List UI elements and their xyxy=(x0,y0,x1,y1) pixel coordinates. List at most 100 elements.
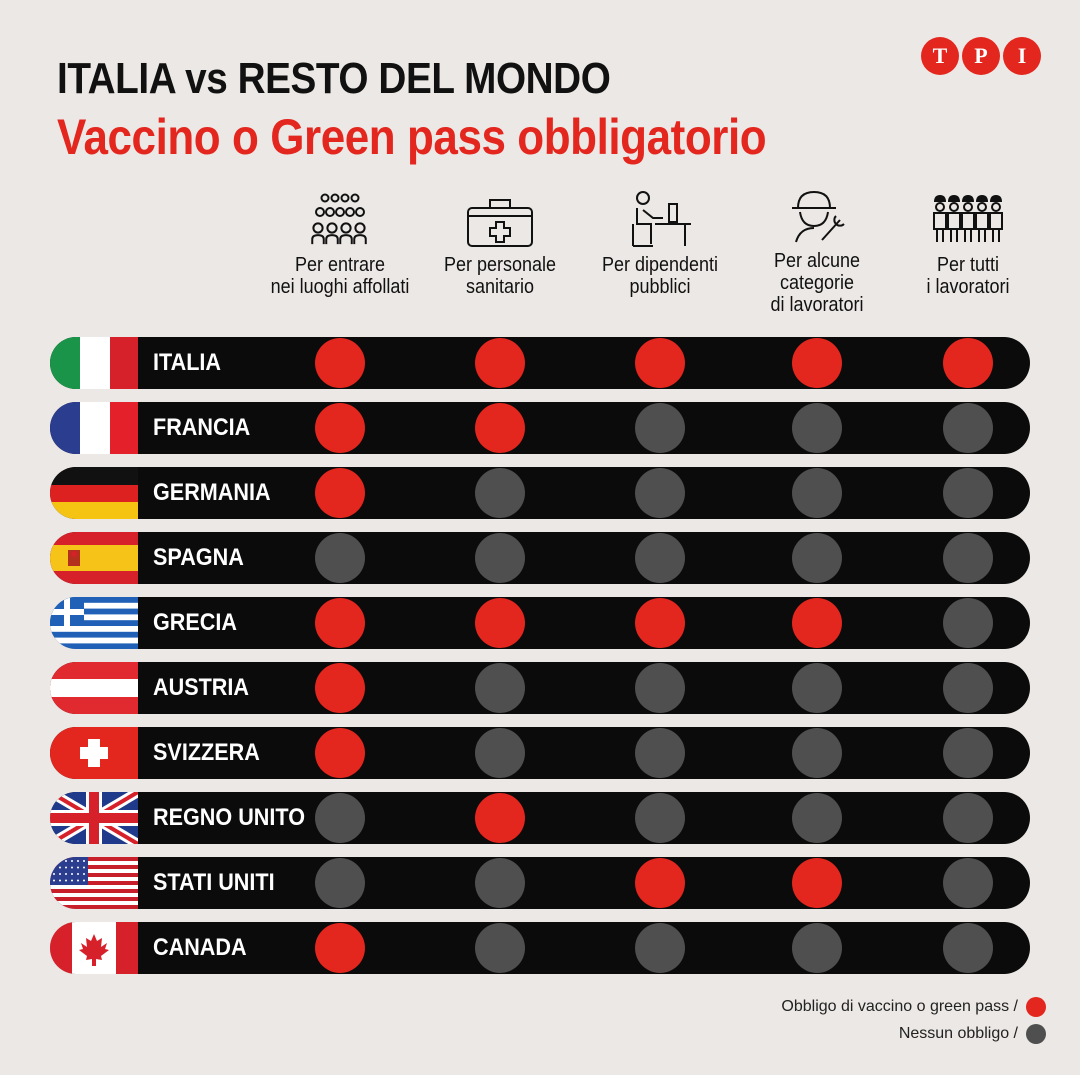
france-flag-icon xyxy=(50,402,138,454)
column-header-4: Per alcune categorie di lavoratori xyxy=(732,186,902,316)
table-row: GRECIA xyxy=(50,597,1030,649)
italy-flag-icon xyxy=(50,337,138,389)
country-name: STATI UNITI xyxy=(153,869,275,896)
no-obligation-dot xyxy=(635,663,685,713)
obligation-dot xyxy=(635,338,685,388)
no-obligation-dot xyxy=(475,923,525,973)
column-header-label: Per alcune categorie di lavoratori xyxy=(770,250,864,316)
no-obligation-dot xyxy=(475,533,525,583)
obligation-dot xyxy=(315,663,365,713)
no-obligation-dot xyxy=(635,923,685,973)
legend-grey-dot xyxy=(1026,1024,1046,1044)
obligation-dot xyxy=(792,598,842,648)
table-row: REGNO UNITO xyxy=(50,792,1030,844)
uk-flag-icon xyxy=(50,792,138,844)
switzerland-flag-icon xyxy=(50,727,138,779)
no-obligation-dot xyxy=(792,793,842,843)
column-header-label: Per dipendenti pubblici xyxy=(601,254,719,298)
no-obligation-dot xyxy=(943,858,993,908)
no-obligation-dot xyxy=(792,663,842,713)
office-worker-icon xyxy=(575,190,745,250)
table-row: SPAGNA xyxy=(50,532,1030,584)
table-row: GERMANIA xyxy=(50,467,1030,519)
country-name: REGNO UNITO xyxy=(153,804,306,831)
no-obligation-dot xyxy=(635,533,685,583)
no-obligation-dot xyxy=(943,598,993,648)
no-obligation-dot xyxy=(943,468,993,518)
no-obligation-dot xyxy=(792,403,842,453)
no-obligation-dot xyxy=(792,728,842,778)
obligation-dot xyxy=(315,598,365,648)
column-header-label: Per entrare nei luoghi affollati xyxy=(270,254,410,298)
obligation-dot xyxy=(315,728,365,778)
column-header-2: Per personale sanitario xyxy=(415,190,585,298)
obligation-dot xyxy=(475,793,525,843)
column-header-label: Per personale sanitario xyxy=(443,254,557,298)
obligation-dot xyxy=(315,468,365,518)
no-obligation-dot xyxy=(792,533,842,583)
country-name: CANADA xyxy=(153,934,247,961)
germany-flag-icon xyxy=(50,467,138,519)
obligation-dot xyxy=(792,858,842,908)
canada-flag-icon xyxy=(50,922,138,974)
country-name: GRECIA xyxy=(153,609,238,636)
country-name: AUSTRIA xyxy=(153,674,250,701)
workers-group-icon xyxy=(883,190,1053,250)
no-obligation-dot xyxy=(792,468,842,518)
no-obligation-dot xyxy=(792,923,842,973)
legend-obligation-label: Obbligo di vaccino o green pass / xyxy=(781,998,1018,1015)
no-obligation-dot xyxy=(635,468,685,518)
no-obligation-dot xyxy=(943,533,993,583)
column-header-3: Per dipendenti pubblici xyxy=(575,190,745,298)
legend-red-dot xyxy=(1026,997,1046,1017)
crowd-icon xyxy=(255,190,425,250)
table-row: STATI UNITI xyxy=(50,857,1030,909)
obligation-dot xyxy=(315,403,365,453)
table-row: AUSTRIA xyxy=(50,662,1030,714)
country-name: SVIZZERA xyxy=(153,739,260,766)
table-row: ITALIA xyxy=(50,337,1030,389)
table-row: FRANCIA xyxy=(50,402,1030,454)
page-subtitle: Vaccino o Green pass obbligatorio xyxy=(57,109,767,165)
obligation-dot xyxy=(792,338,842,388)
column-header-1: Per entrare nei luoghi affollati xyxy=(255,190,425,298)
logo-letter-p: P xyxy=(962,37,1000,75)
obligation-dot xyxy=(635,598,685,648)
no-obligation-dot xyxy=(475,728,525,778)
no-obligation-dot xyxy=(943,923,993,973)
no-obligation-dot xyxy=(475,663,525,713)
worker-helmet-icon xyxy=(732,186,902,246)
no-obligation-dot xyxy=(315,858,365,908)
tpi-logo: T P I xyxy=(921,37,1041,75)
medical-kit-icon xyxy=(415,190,585,250)
obligation-dot xyxy=(315,923,365,973)
obligation-dot xyxy=(475,598,525,648)
no-obligation-dot xyxy=(635,728,685,778)
no-obligation-dot xyxy=(943,663,993,713)
legend-none-label: Nessun obbligo / xyxy=(898,1025,1018,1042)
no-obligation-dot xyxy=(635,793,685,843)
country-name: ITALIA xyxy=(153,349,221,376)
no-obligation-dot xyxy=(635,403,685,453)
no-obligation-dot xyxy=(475,858,525,908)
no-obligation-dot xyxy=(475,468,525,518)
usa-flag-icon xyxy=(50,857,138,909)
obligation-dot xyxy=(635,858,685,908)
column-header-5: Per tutti i lavoratori xyxy=(883,190,1053,298)
obligation-dot xyxy=(475,403,525,453)
no-obligation-dot xyxy=(943,793,993,843)
table-row: SVIZZERA xyxy=(50,727,1030,779)
country-name: SPAGNA xyxy=(153,544,244,571)
logo-letter-t: T xyxy=(921,37,959,75)
page-title: ITALIA vs RESTO DEL MONDO xyxy=(57,54,611,103)
greece-flag-icon xyxy=(50,597,138,649)
table-row: CANADA xyxy=(50,922,1030,974)
country-name: GERMANIA xyxy=(153,479,271,506)
column-header-label: Per tutti i lavoratori xyxy=(926,254,1010,298)
logo-letter-i: I xyxy=(1003,37,1041,75)
spain-flag-icon xyxy=(50,532,138,584)
no-obligation-dot xyxy=(315,793,365,843)
obligation-dot xyxy=(315,338,365,388)
obligation-dot xyxy=(943,338,993,388)
obligation-dot xyxy=(475,338,525,388)
